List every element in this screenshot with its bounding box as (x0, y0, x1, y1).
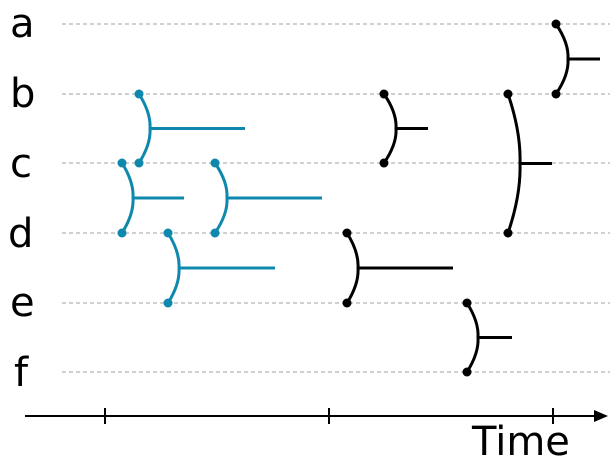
merge-bracket (213, 162, 229, 234)
row-label-e: e (10, 280, 35, 326)
merge-teal-bc (134, 89, 245, 168)
merge-teal-cd-2 (210, 158, 322, 238)
merge-endpoint-dot (342, 228, 352, 238)
merge-endpoint-dot (503, 89, 513, 99)
merge-endpoint-dot (210, 228, 220, 238)
merge-bracket (166, 232, 181, 304)
merge-bracket (345, 232, 360, 304)
merge-endpoint-dot (462, 298, 472, 308)
merge-endpoint-dot (117, 228, 127, 238)
merge-bracket (465, 302, 480, 373)
merge-endpoint-dot (379, 158, 389, 168)
merge-teal-de (163, 228, 275, 308)
row-label-a: a (10, 1, 35, 47)
merge-endpoint-dot (503, 228, 513, 238)
merge-endpoint-dot (210, 158, 220, 168)
merge-endpoint-dot (134, 89, 144, 99)
merge-endpoint-dot (163, 298, 173, 308)
merge-endpoint-dot (379, 89, 389, 99)
merge-black-ef (462, 298, 512, 377)
merge-bracket (554, 23, 570, 95)
merge-endpoint-dot (551, 19, 561, 29)
merge-bracket (120, 162, 135, 234)
row-label-f: f (14, 350, 29, 396)
merge-black-bc (379, 89, 428, 168)
row-label-d: d (8, 211, 33, 257)
merge-bracket (382, 93, 398, 164)
merge-endpoint-dot (163, 228, 173, 238)
merge-bracket (137, 93, 152, 164)
merge-endpoint-dot (551, 89, 561, 99)
row-label-b: b (10, 71, 35, 117)
merge-black-de (342, 228, 453, 308)
merge-endpoint-dot (134, 158, 144, 168)
time-axis-label: Time (471, 419, 570, 461)
merge-teal-cd-1 (117, 158, 184, 238)
merge-endpoint-dot (117, 158, 127, 168)
merge-endpoint-dot (462, 367, 472, 377)
merge-black-ab (551, 19, 600, 99)
row-label-c: c (10, 141, 32, 187)
merge-black-bd (503, 89, 552, 238)
merge-endpoint-dot (342, 298, 352, 308)
merge-connectors (117, 19, 600, 377)
